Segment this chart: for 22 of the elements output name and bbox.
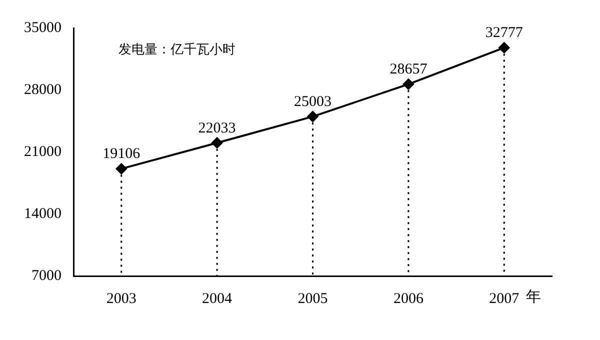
x-tick-label: 2007 bbox=[489, 290, 520, 307]
x-tick-label: 2004 bbox=[202, 290, 233, 307]
y-tick-label: 35000 bbox=[24, 20, 62, 36]
point bbox=[307, 111, 318, 122]
point bbox=[212, 137, 223, 148]
x-tick-label: 2006 bbox=[393, 290, 424, 307]
data-label: 22033 bbox=[198, 120, 236, 136]
point bbox=[402, 78, 414, 90]
data-label: 19106 bbox=[102, 146, 141, 162]
annotation: 发电量：亿千瓦小时 bbox=[118, 42, 236, 58]
y-tick-label: 21000 bbox=[24, 144, 62, 160]
data-label: 32777 bbox=[485, 25, 524, 42]
y-tick-label: 7000 bbox=[32, 268, 62, 284]
x-tick-label: 2003 bbox=[106, 290, 136, 307]
y-tick-label: 14000 bbox=[24, 206, 62, 222]
x-tick-label: 2005 bbox=[298, 290, 328, 307]
x-axis-title: 年 bbox=[526, 287, 542, 306]
point bbox=[116, 163, 127, 174]
y-tick-label: 28000 bbox=[24, 82, 62, 98]
data-label: 25003 bbox=[294, 94, 332, 110]
point bbox=[498, 42, 510, 54]
data-label: 28657 bbox=[390, 62, 428, 78]
